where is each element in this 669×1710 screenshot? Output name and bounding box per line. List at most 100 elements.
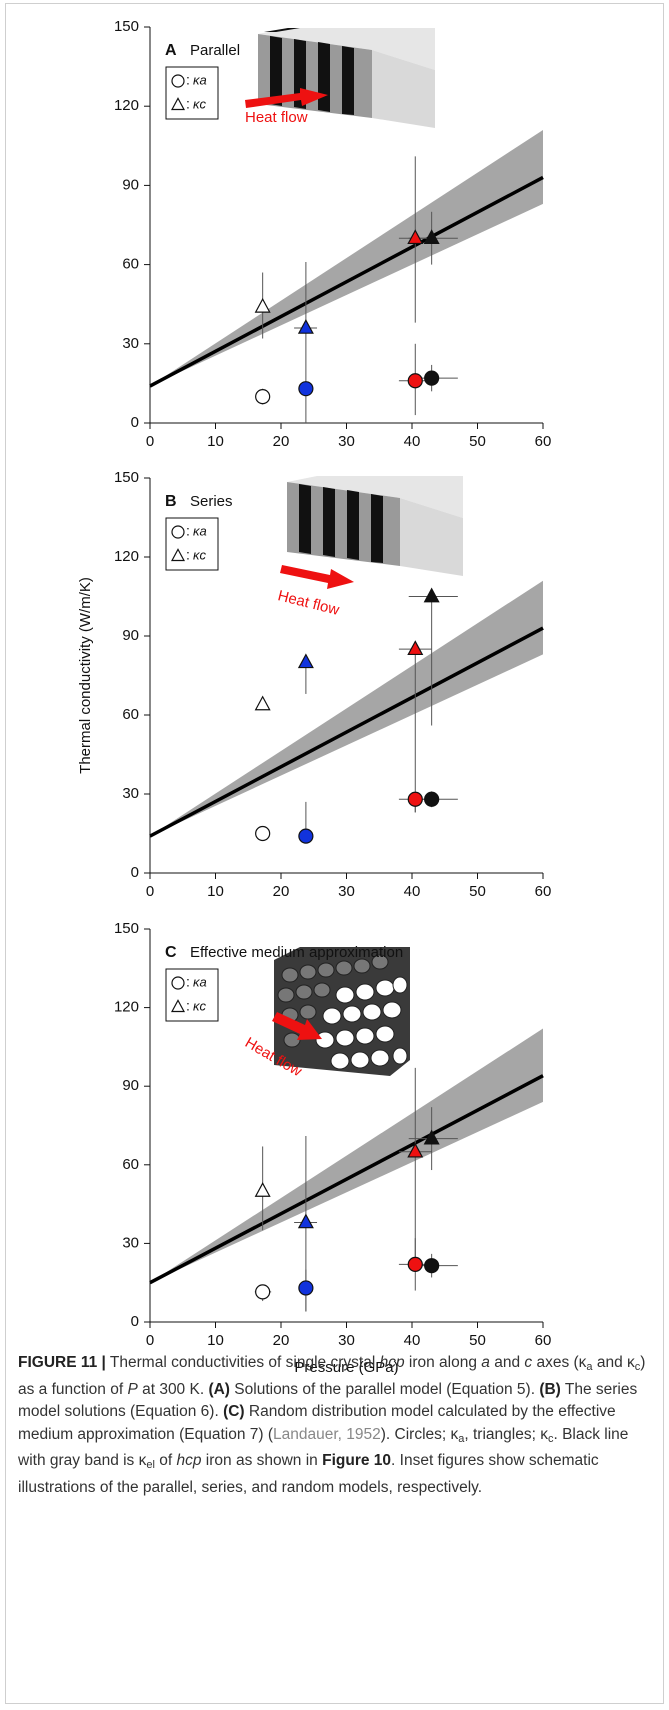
panel-label: C <box>165 944 177 961</box>
y-tick-label: 30 <box>122 785 139 802</box>
y-tick-label: 90 <box>122 176 139 193</box>
legend-symbol <box>170 548 186 562</box>
panel-title: Parallel <box>190 42 240 59</box>
y-tick-label: 90 <box>122 627 139 644</box>
caption-segment: c <box>547 1432 554 1445</box>
fit-line <box>149 626 544 838</box>
x-tick-label: 20 <box>273 1332 290 1349</box>
x-tick-label: 20 <box>273 883 290 900</box>
caption-segment: c <box>634 1361 641 1373</box>
caption-segment: axes (κ <box>532 1354 587 1371</box>
annotation: Heat flow <box>276 587 341 619</box>
x-tick-label: 50 <box>469 1332 486 1349</box>
x-tick-label: 40 <box>404 1332 421 1349</box>
x-tick-label: 10 <box>207 433 224 450</box>
marker-triangle <box>407 640 424 656</box>
marker-circle <box>255 389 271 405</box>
y-tick-label: 120 <box>114 548 139 565</box>
marker-triangle <box>254 1182 271 1197</box>
marker-triangle <box>254 695 271 711</box>
legend-separator: : <box>186 523 190 539</box>
marker-triangle <box>423 1129 440 1145</box>
caption-segment: Random distribution model calculated by … <box>18 1403 616 1443</box>
marker-circle <box>255 1284 271 1300</box>
fit-line <box>149 1074 544 1285</box>
marker-triangle <box>297 653 314 669</box>
caption-segment: , triangles; κ <box>464 1425 548 1443</box>
y-tick-label: 150 <box>114 18 139 35</box>
y-tick-label: 120 <box>114 97 139 114</box>
x-tick-label: 0 <box>146 883 154 900</box>
legend-label: κc <box>193 998 207 1013</box>
marker-circle <box>255 825 271 842</box>
caption-segment: . Inset figures show schematic illustrat… <box>18 1452 599 1496</box>
caption-segment: P <box>127 1380 138 1398</box>
caption-segment: iron along <box>404 1354 482 1371</box>
x-tick-label: 60 <box>535 433 552 450</box>
legend-separator: : <box>186 547 190 563</box>
legend-label: κa <box>193 523 207 538</box>
fit-band <box>150 1028 543 1283</box>
caption-segment: hcp <box>379 1354 405 1371</box>
caption-segment: Thermal conductivities of single crystal <box>105 1354 380 1371</box>
y-tick-label: 60 <box>122 706 139 723</box>
caption-segment: a <box>458 1432 465 1445</box>
marker-circle <box>424 791 440 807</box>
y-tick-label: 150 <box>114 469 139 486</box>
x-tick-label: 60 <box>535 883 552 900</box>
panel-label: A <box>165 42 177 59</box>
caption-segment: FIGURE 11 | <box>18 1354 106 1371</box>
caption-segment: ) as a function of <box>18 1354 646 1398</box>
y-tick-label: 0 <box>131 864 139 881</box>
caption-segment: (C) <box>223 1403 245 1421</box>
caption-segment: ). Circles; κ <box>380 1425 459 1443</box>
marker-triangle <box>297 318 314 334</box>
y-axis-label: Thermal conductivity (W/m/K) <box>77 577 94 774</box>
marker-circle <box>298 1280 314 1296</box>
x-tick-label: 10 <box>207 1332 224 1349</box>
legend-label: κa <box>193 974 207 989</box>
caption-segment[interactable]: Landauer, 1952 <box>273 1425 381 1443</box>
y-tick-label: 90 <box>122 1077 139 1094</box>
x-tick-label: 10 <box>207 883 224 900</box>
legend-box <box>165 968 219 1022</box>
legend-symbol <box>171 976 185 990</box>
x-tick-label: 50 <box>469 883 486 900</box>
caption-segment: (A) <box>208 1380 230 1398</box>
x-tick-label: 60 <box>535 1332 552 1349</box>
x-tick-label: 30 <box>338 883 355 900</box>
marker-triangle <box>423 587 440 603</box>
caption-segment: . Black line with gray band is κ <box>18 1425 629 1470</box>
y-tick-label: 60 <box>122 1156 139 1173</box>
caption-segment: at 300 K. <box>137 1380 209 1398</box>
legend-separator: : <box>186 96 190 112</box>
panel-title: Series <box>190 493 233 510</box>
legend-label: κc <box>193 96 207 111</box>
caption-segment: Figure 10 <box>322 1452 392 1470</box>
marker-circle <box>424 370 440 386</box>
y-tick-label: 30 <box>122 335 139 352</box>
caption-segment: The series model solutions (Equation 6). <box>18 1380 638 1421</box>
y-tick-label: 30 <box>122 1234 139 1251</box>
legend-symbol <box>170 97 186 111</box>
x-tick-label: 30 <box>338 433 355 450</box>
marker-circle <box>407 373 423 389</box>
fit-band <box>150 129 543 387</box>
caption-segment: (B) <box>539 1380 561 1398</box>
caption-segment: and <box>489 1354 525 1371</box>
caption-segment: and κ <box>592 1354 635 1371</box>
x-tick-label: 30 <box>338 1332 355 1349</box>
marker-circle <box>298 828 314 844</box>
marker-circle <box>407 1256 423 1272</box>
caption-segment: hcp <box>176 1452 202 1470</box>
legend-separator: : <box>186 974 190 990</box>
marker-circle <box>407 791 423 807</box>
annotation: Heat flow <box>245 109 308 126</box>
x-tick-label: 0 <box>146 433 154 450</box>
legend-symbol <box>170 999 186 1013</box>
legend-symbol <box>171 525 185 539</box>
caption-segment: c <box>524 1354 533 1371</box>
panel-label: B <box>165 493 177 510</box>
